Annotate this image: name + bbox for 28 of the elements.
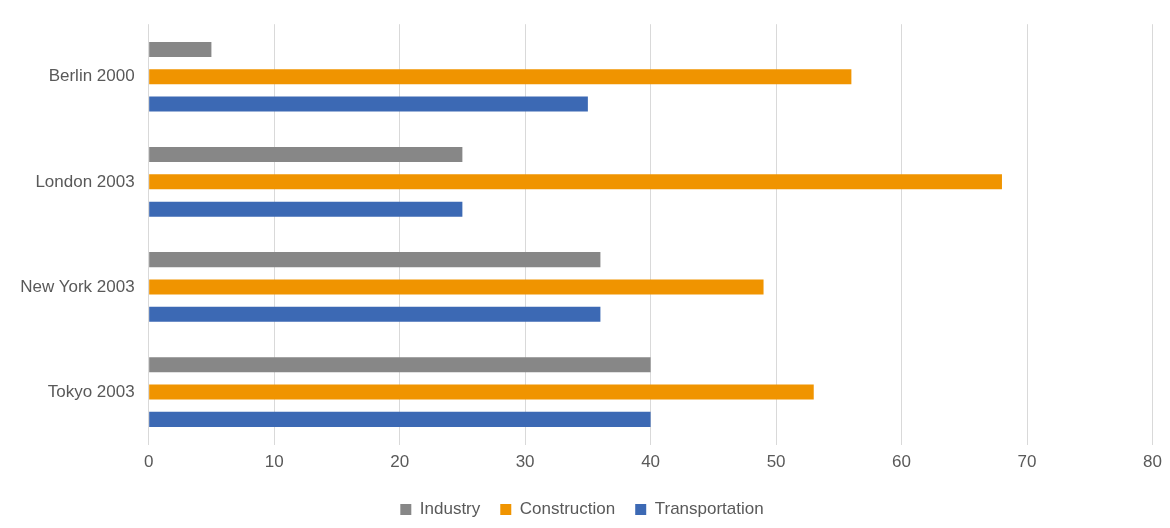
legend-label: Industry <box>419 499 481 519</box>
bar <box>149 41 212 57</box>
x-tick-label: 30 <box>515 452 535 472</box>
bar <box>149 306 601 322</box>
x-tick-label: 40 <box>641 452 661 472</box>
y-tick-label: London 2003 <box>35 171 135 191</box>
bar <box>149 96 588 112</box>
y-tick-label: New York 2003 <box>20 276 135 296</box>
x-tick-label: 70 <box>1017 452 1037 472</box>
x-tick-label: 50 <box>766 452 786 472</box>
bar <box>149 252 601 268</box>
x-tick-label: 60 <box>892 452 912 472</box>
legend-label: Construction <box>519 499 616 519</box>
bar <box>149 147 463 163</box>
x-tick-label: 10 <box>264 452 284 472</box>
bar <box>149 357 651 373</box>
x-tick-label: 80 <box>1143 452 1163 472</box>
y-tick-label: Tokyo 2003 <box>47 381 135 401</box>
bar <box>149 279 764 295</box>
bar <box>149 174 1002 190</box>
legend-label: Transportation <box>654 499 764 519</box>
bar <box>149 69 852 85</box>
bar <box>149 384 814 400</box>
x-tick-label: 20 <box>390 452 410 472</box>
bar <box>149 201 463 217</box>
bar <box>149 411 651 427</box>
y-tick-label: Berlin 2000 <box>48 66 135 86</box>
x-tick-label: 0 <box>143 452 154 472</box>
